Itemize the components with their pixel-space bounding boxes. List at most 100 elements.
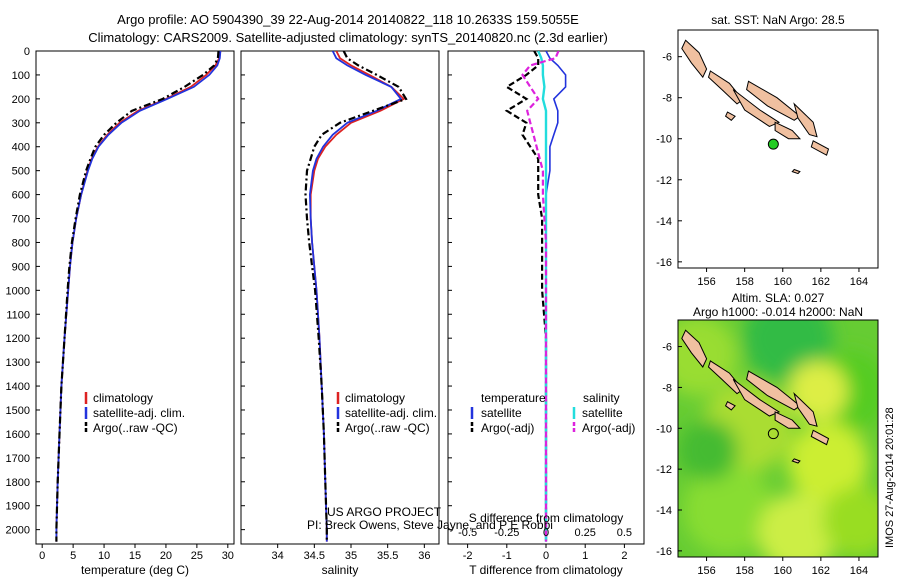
depth-tick-label: 400 — [12, 142, 30, 154]
legend-climatology-label: climatology — [345, 391, 405, 405]
x-tick-label: 25 — [191, 550, 203, 562]
island — [810, 429, 830, 446]
sla-anomaly — [788, 361, 848, 422]
sla-map-axes: 156 158 160 162 164 -6 -8 -10 -12 -14 -16 — [656, 342, 868, 577]
sst-map-frame — [677, 29, 879, 269]
sst-map — [681, 39, 830, 175]
legend-t-argo-label: Argo(-adj) — [481, 421, 534, 435]
depth-tick-label: 600 — [12, 190, 30, 202]
difference-x-axis: -2 -1 0 1 2 -0.5 -0.25 0 0.25 0.5 — [458, 527, 632, 562]
island — [732, 378, 781, 417]
depth-tick-label: 1400 — [6, 381, 30, 393]
difference-series-2 — [537, 51, 548, 542]
x-tick-label: -1 — [502, 550, 512, 562]
legend-satellite-label: satellite-adj. clim. — [345, 406, 437, 420]
depth-axis: 0 100 200 300 400 500 600 700 800 900 1000 1100 1200… — [6, 46, 452, 537]
x-tick-label: 34 — [272, 550, 284, 562]
sla-anomaly — [758, 493, 838, 557]
x-tick-label: -2 — [463, 550, 473, 562]
x-tick-label: 0 — [543, 550, 549, 562]
island — [793, 391, 818, 427]
lon-tick-label: 164 — [850, 565, 868, 577]
island — [681, 329, 708, 368]
depth-tick-label: 1800 — [6, 477, 30, 489]
island — [774, 411, 802, 429]
lon-tick-label: 160 — [774, 565, 792, 577]
lon-tick-label: 158 — [735, 565, 753, 577]
difference-legend: temperature salinity satellite Argo(-adj… — [470, 391, 635, 435]
title-line1: Argo profile: AO 5904390_39 22-Aug-2014 … — [117, 12, 579, 27]
lat-tick-label: -8 — [662, 93, 672, 105]
x-tick-label: 35.5 — [377, 550, 398, 562]
x-tick-label: 0 — [39, 550, 45, 562]
depth-tick-label: 200 — [12, 94, 30, 106]
depth-tick-label: 1000 — [6, 285, 30, 297]
x-tick-label: 36 — [418, 550, 430, 562]
island — [774, 121, 802, 140]
lat-tick-label: -12 — [656, 464, 672, 476]
salinity-x-label: salinity — [322, 563, 359, 577]
series-line-1 — [308, 51, 403, 542]
depth-tick-label: 1500 — [6, 405, 30, 417]
x-tick-label: 1 — [582, 550, 588, 562]
legend-temperature-title: temperature — [481, 391, 546, 405]
credit-pi: PI: Breck Owens, Steve Jayne, and P E Ro… — [307, 518, 553, 532]
salinity-x-axis: 34 34.5 35 35.5 36 — [272, 544, 430, 562]
x-tick-label: 20 — [160, 550, 172, 562]
lat-tick-label: -16 — [656, 257, 672, 269]
sst-map-title: sat. SST: NaN Argo: 28.5 — [711, 13, 845, 27]
x-tick-label: 34.5 — [304, 550, 325, 562]
sla-map-subtitle: Argo h1000: -0.014 h2000: NaN — [693, 305, 863, 319]
depth-tick-label: 0 — [24, 46, 30, 58]
sla-anomaly — [823, 486, 878, 557]
x-tick-label: 2 — [621, 550, 627, 562]
lon-tick-label: 156 — [697, 276, 715, 288]
salinity-legend: climatology satellite-adj. clim. Argo(..… — [336, 391, 437, 435]
lon-tick-label: 162 — [812, 565, 830, 577]
depth-tick-label: 1100 — [6, 309, 30, 321]
lat-tick-label: -14 — [656, 505, 672, 517]
lon-tick-label: 160 — [774, 276, 792, 288]
argo-location-marker — [767, 138, 779, 150]
x2-tick-label: -0.5 — [458, 527, 477, 539]
depth-tick-label: 800 — [12, 237, 30, 249]
island — [746, 80, 801, 121]
x-tick-label: 30 — [222, 550, 234, 562]
sla-map-title: Altim. SLA: 0.027 — [732, 291, 825, 305]
depth-tick-label: 1900 — [6, 501, 30, 513]
island — [746, 370, 801, 411]
island — [724, 401, 736, 411]
depth-tick-label: 1600 — [6, 429, 30, 441]
argo-location-marker — [767, 428, 779, 440]
title-line2: Climatology: CARS2009. Satellite-adjuste… — [88, 30, 608, 45]
depth-tick-label: 500 — [12, 166, 30, 178]
sst-map-axes: 156 158 160 162 164 -6 -8 -10 -12 -14 -16 — [656, 52, 868, 288]
lat-tick-label: -14 — [656, 216, 672, 228]
depth-tick-label: 1300 — [6, 357, 30, 369]
series-line-2 — [304, 51, 408, 542]
lat-tick-label: -16 — [656, 546, 672, 558]
temperature-legend: climatology satellite-adj. clim. Argo(..… — [84, 391, 185, 435]
legend-climatology-label: climatology — [93, 391, 153, 405]
temperature-panel-frame — [35, 50, 235, 545]
lat-tick-label: -10 — [656, 134, 672, 146]
depth-tick-label: 700 — [12, 214, 30, 226]
depth-tick-label: 1700 — [6, 453, 30, 465]
x-tick-label: 10 — [98, 550, 110, 562]
island — [810, 140, 830, 156]
difference-plot — [504, 51, 567, 542]
x-tick-label: 35 — [345, 550, 357, 562]
imos-watermark: IMOS 27-Aug-2014 20:01:28 — [884, 407, 896, 548]
legend-t-satellite-label: satellite — [481, 406, 522, 420]
island — [732, 89, 781, 127]
temperature-x-axis: 0 5 10 15 20 25 30 — [39, 544, 234, 562]
x-tick-label: 15 — [129, 550, 141, 562]
x2-tick-label: 0.25 — [574, 527, 595, 539]
sla-map — [678, 320, 878, 557]
lat-tick-label: -8 — [662, 382, 672, 394]
x-tick-label: 5 — [70, 550, 76, 562]
legend-s-satellite-label: satellite — [582, 406, 623, 420]
island — [724, 111, 736, 121]
sla-anomaly — [683, 464, 773, 555]
depth-tick-label: 900 — [12, 261, 30, 273]
